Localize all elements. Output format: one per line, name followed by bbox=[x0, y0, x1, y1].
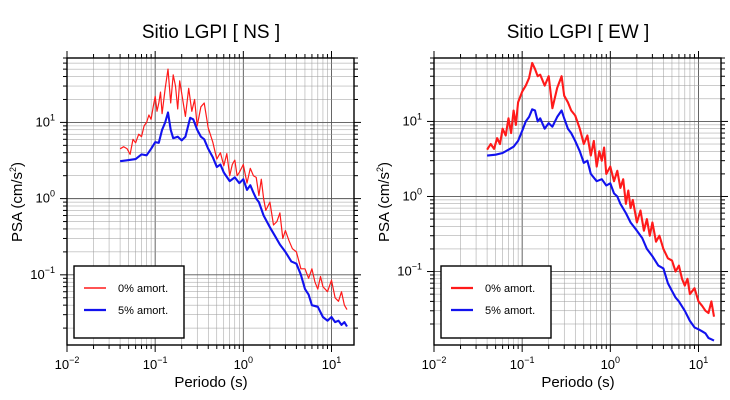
x-tick-label: 101 bbox=[689, 355, 708, 372]
legend: 0% amort. 5% amort. bbox=[440, 265, 552, 339]
chart-panel-ns: Sitio LGPI [ NS ] Periodo (s) PSA (cm/s2… bbox=[8, 22, 361, 391]
series-line-1 bbox=[119, 111, 348, 328]
series-line-0 bbox=[119, 68, 348, 310]
y-tick-label: 101 bbox=[403, 111, 422, 128]
x-tick-label: 100 bbox=[234, 355, 253, 372]
y-tick-label: 10−1 bbox=[397, 262, 422, 279]
legend: 0% amort. 5% amort. bbox=[73, 265, 185, 339]
x-tick-label: 10−2 bbox=[422, 355, 447, 372]
legend-label-0: 0% amort. bbox=[485, 283, 535, 295]
x-tick-label: 10−1 bbox=[143, 355, 168, 372]
legend-box bbox=[440, 265, 552, 339]
ticks bbox=[60, 51, 361, 352]
ticks bbox=[427, 51, 728, 352]
legend-label-1: 5% amort. bbox=[118, 305, 168, 317]
y-tick-label: 101 bbox=[36, 112, 55, 129]
plot-frame bbox=[433, 57, 722, 346]
legend-box bbox=[73, 265, 185, 339]
x-tick-label: 10−1 bbox=[510, 355, 535, 372]
x-tick-labels: 10−2 10−1 100 101 bbox=[422, 355, 709, 372]
legend-label-0: 0% amort. bbox=[118, 283, 168, 295]
y-tick-label: 10−1 bbox=[30, 265, 55, 282]
x-tick-label: 101 bbox=[322, 355, 341, 372]
y-tick-labels: 10−1 100 101 bbox=[30, 112, 55, 281]
x-tick-label: 100 bbox=[601, 355, 620, 372]
x-tick-label: 10−2 bbox=[55, 355, 80, 372]
y-tick-label: 100 bbox=[36, 189, 55, 206]
x-axis-label: Periodo (s) bbox=[541, 374, 614, 391]
chart-panel-ew: Sitio LGPI [ EW ] Periodo (s) PSA (cm/s2… bbox=[375, 22, 728, 391]
plot-frame bbox=[66, 57, 355, 346]
series-layer bbox=[486, 61, 716, 342]
series-line-1 bbox=[486, 108, 715, 342]
chart-title: Sitio LGPI [ EW ] bbox=[507, 22, 650, 43]
series-line-0 bbox=[486, 61, 716, 317]
y-tick-label: 100 bbox=[403, 186, 422, 203]
x-axis-label: Periodo (s) bbox=[174, 374, 247, 391]
y-tick-labels: 10−1 100 101 bbox=[397, 111, 422, 278]
y-axis-label: PSA (cm/s2) bbox=[8, 162, 26, 242]
legend-label-1: 5% amort. bbox=[485, 305, 535, 317]
y-axis-label: PSA (cm/s2) bbox=[375, 162, 393, 242]
chart-title: Sitio LGPI [ NS ] bbox=[142, 22, 280, 43]
x-tick-labels: 10−2 10−1 100 101 bbox=[55, 355, 342, 372]
series-layer bbox=[119, 68, 348, 328]
